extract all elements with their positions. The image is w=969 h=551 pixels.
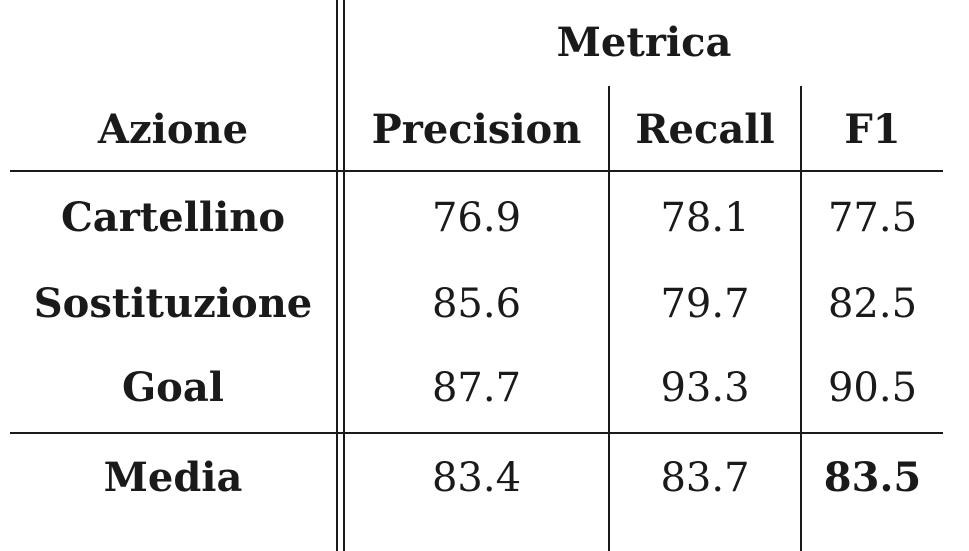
cell-media-recall: 83.7 — [660, 455, 750, 501]
cell-goal-f1: 90.5 — [827, 365, 918, 411]
cell-goal-recall: 93.3 — [660, 365, 750, 411]
cell-sostituzione-precision: 85.6 — [431, 281, 522, 327]
column-header-precision: Precision — [371, 106, 582, 153]
row-label-cartellino: Cartellino — [60, 194, 286, 241]
column-header-f1: F1 — [844, 106, 901, 153]
header-rule — [10, 170, 943, 172]
row-header-azione: Azione — [97, 106, 249, 153]
cell-cartellino-recall: 78.1 — [660, 195, 750, 241]
double-rule-right — [343, 0, 345, 551]
cell-goal-precision: 87.7 — [431, 365, 522, 411]
cell-cartellino-f1: 77.5 — [827, 195, 918, 241]
column-rule-1 — [608, 86, 610, 551]
cell-media-f1: 83.5 — [823, 454, 922, 501]
cell-sostituzione-recall: 79.7 — [660, 281, 750, 327]
footer-rule — [10, 432, 943, 434]
column-rule-2 — [800, 86, 802, 551]
cell-sostituzione-f1: 82.5 — [827, 281, 918, 327]
row-label-sostituzione: Sostituzione — [33, 280, 313, 327]
cell-media-precision: 83.4 — [431, 455, 522, 501]
group-header-metrica: Metrica — [556, 19, 732, 66]
double-rule-left — [336, 0, 338, 551]
row-label-media: Media — [103, 454, 243, 501]
column-header-recall: Recall — [635, 106, 775, 153]
row-label-goal: Goal — [122, 364, 224, 411]
cell-cartellino-precision: 76.9 — [431, 195, 522, 241]
